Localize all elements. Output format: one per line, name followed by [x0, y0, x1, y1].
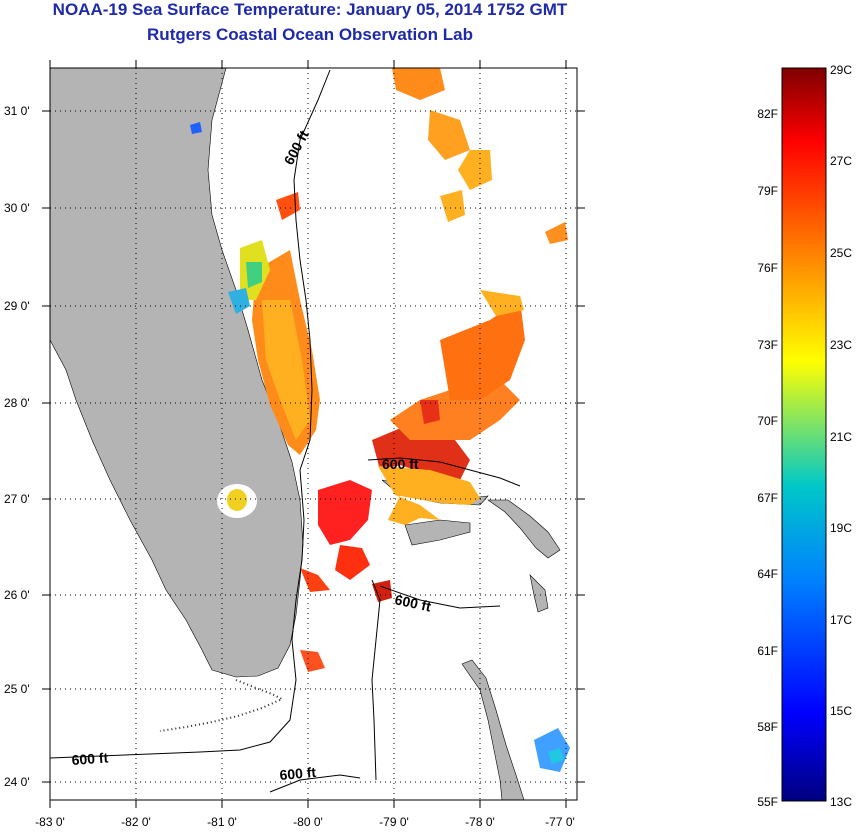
- colorbar-c-label: 23C: [830, 338, 852, 352]
- colorbar-c-label: 17C: [830, 613, 852, 627]
- colorbar-c-label: 27C: [830, 154, 852, 168]
- lat-label: 30 0': [4, 201, 30, 215]
- lat-label: 27 0': [4, 492, 30, 506]
- lat-label: 24 0': [4, 775, 30, 789]
- contour-label: 600 ft: [382, 456, 419, 472]
- lat-label: 31 0': [4, 104, 30, 118]
- graticule: [50, 68, 577, 800]
- lon-label: -80 0': [293, 815, 323, 829]
- lon-label: -79 0': [379, 815, 409, 829]
- colorbar-f-label: 82F: [757, 107, 778, 121]
- colorbar-f-label: 58F: [757, 720, 778, 734]
- lon-label: -81 0': [207, 815, 237, 829]
- axis-ticks: [42, 60, 585, 808]
- florida-landmass: [50, 68, 304, 678]
- lat-label: 29 0': [4, 299, 30, 313]
- colorbar-f-label: 67F: [757, 491, 778, 505]
- lon-label: -82 0': [121, 815, 151, 829]
- colorbar-c-label: 21C: [830, 430, 852, 444]
- colorbar-f-label: 73F: [757, 338, 778, 352]
- colorbar-f-label: 55F: [757, 795, 778, 809]
- map-frame: [49, 67, 578, 801]
- colorbar-f-label: 76F: [757, 261, 778, 275]
- sst-patches: [190, 68, 570, 772]
- colorbar-c-label: 19C: [830, 521, 852, 535]
- colorbar-c-label: 15C: [830, 704, 852, 718]
- lon-label: -83 0': [35, 815, 65, 829]
- contour-label: 600 ft: [279, 764, 317, 783]
- colorbar-f-label: 79F: [757, 184, 778, 198]
- colorbar-c-label: 29C: [830, 63, 852, 77]
- map-title: NOAA-19 Sea Surface Temperature: January…: [52, 0, 568, 19]
- lat-label: 25 0': [4, 682, 30, 696]
- colorbar-f-label: 61F: [757, 644, 778, 658]
- andros-island: [461, 659, 525, 800]
- colorbar-c-label: 13C: [830, 795, 852, 809]
- abaco-island: [487, 499, 561, 559]
- lat-label: 26 0': [4, 588, 30, 602]
- depth-contours: [50, 69, 521, 793]
- colorbar-c-label: 25C: [830, 246, 852, 260]
- lon-label: -78 0': [465, 815, 495, 829]
- lake-sst-patch: [227, 489, 247, 511]
- contour-label: 600 ft: [71, 749, 109, 768]
- lon-label: -77 0': [545, 815, 575, 829]
- map-subtitle: Rutgers Coastal Ocean Observation Lab: [147, 25, 473, 44]
- lat-label: 28 0': [4, 396, 30, 410]
- colorbar: [781, 67, 827, 802]
- colorbar-f-label: 64F: [757, 567, 778, 581]
- colorbar-f-label: 70F: [757, 414, 778, 428]
- contour-label: 600 ft: [393, 591, 432, 614]
- eleuthera: [529, 574, 549, 613]
